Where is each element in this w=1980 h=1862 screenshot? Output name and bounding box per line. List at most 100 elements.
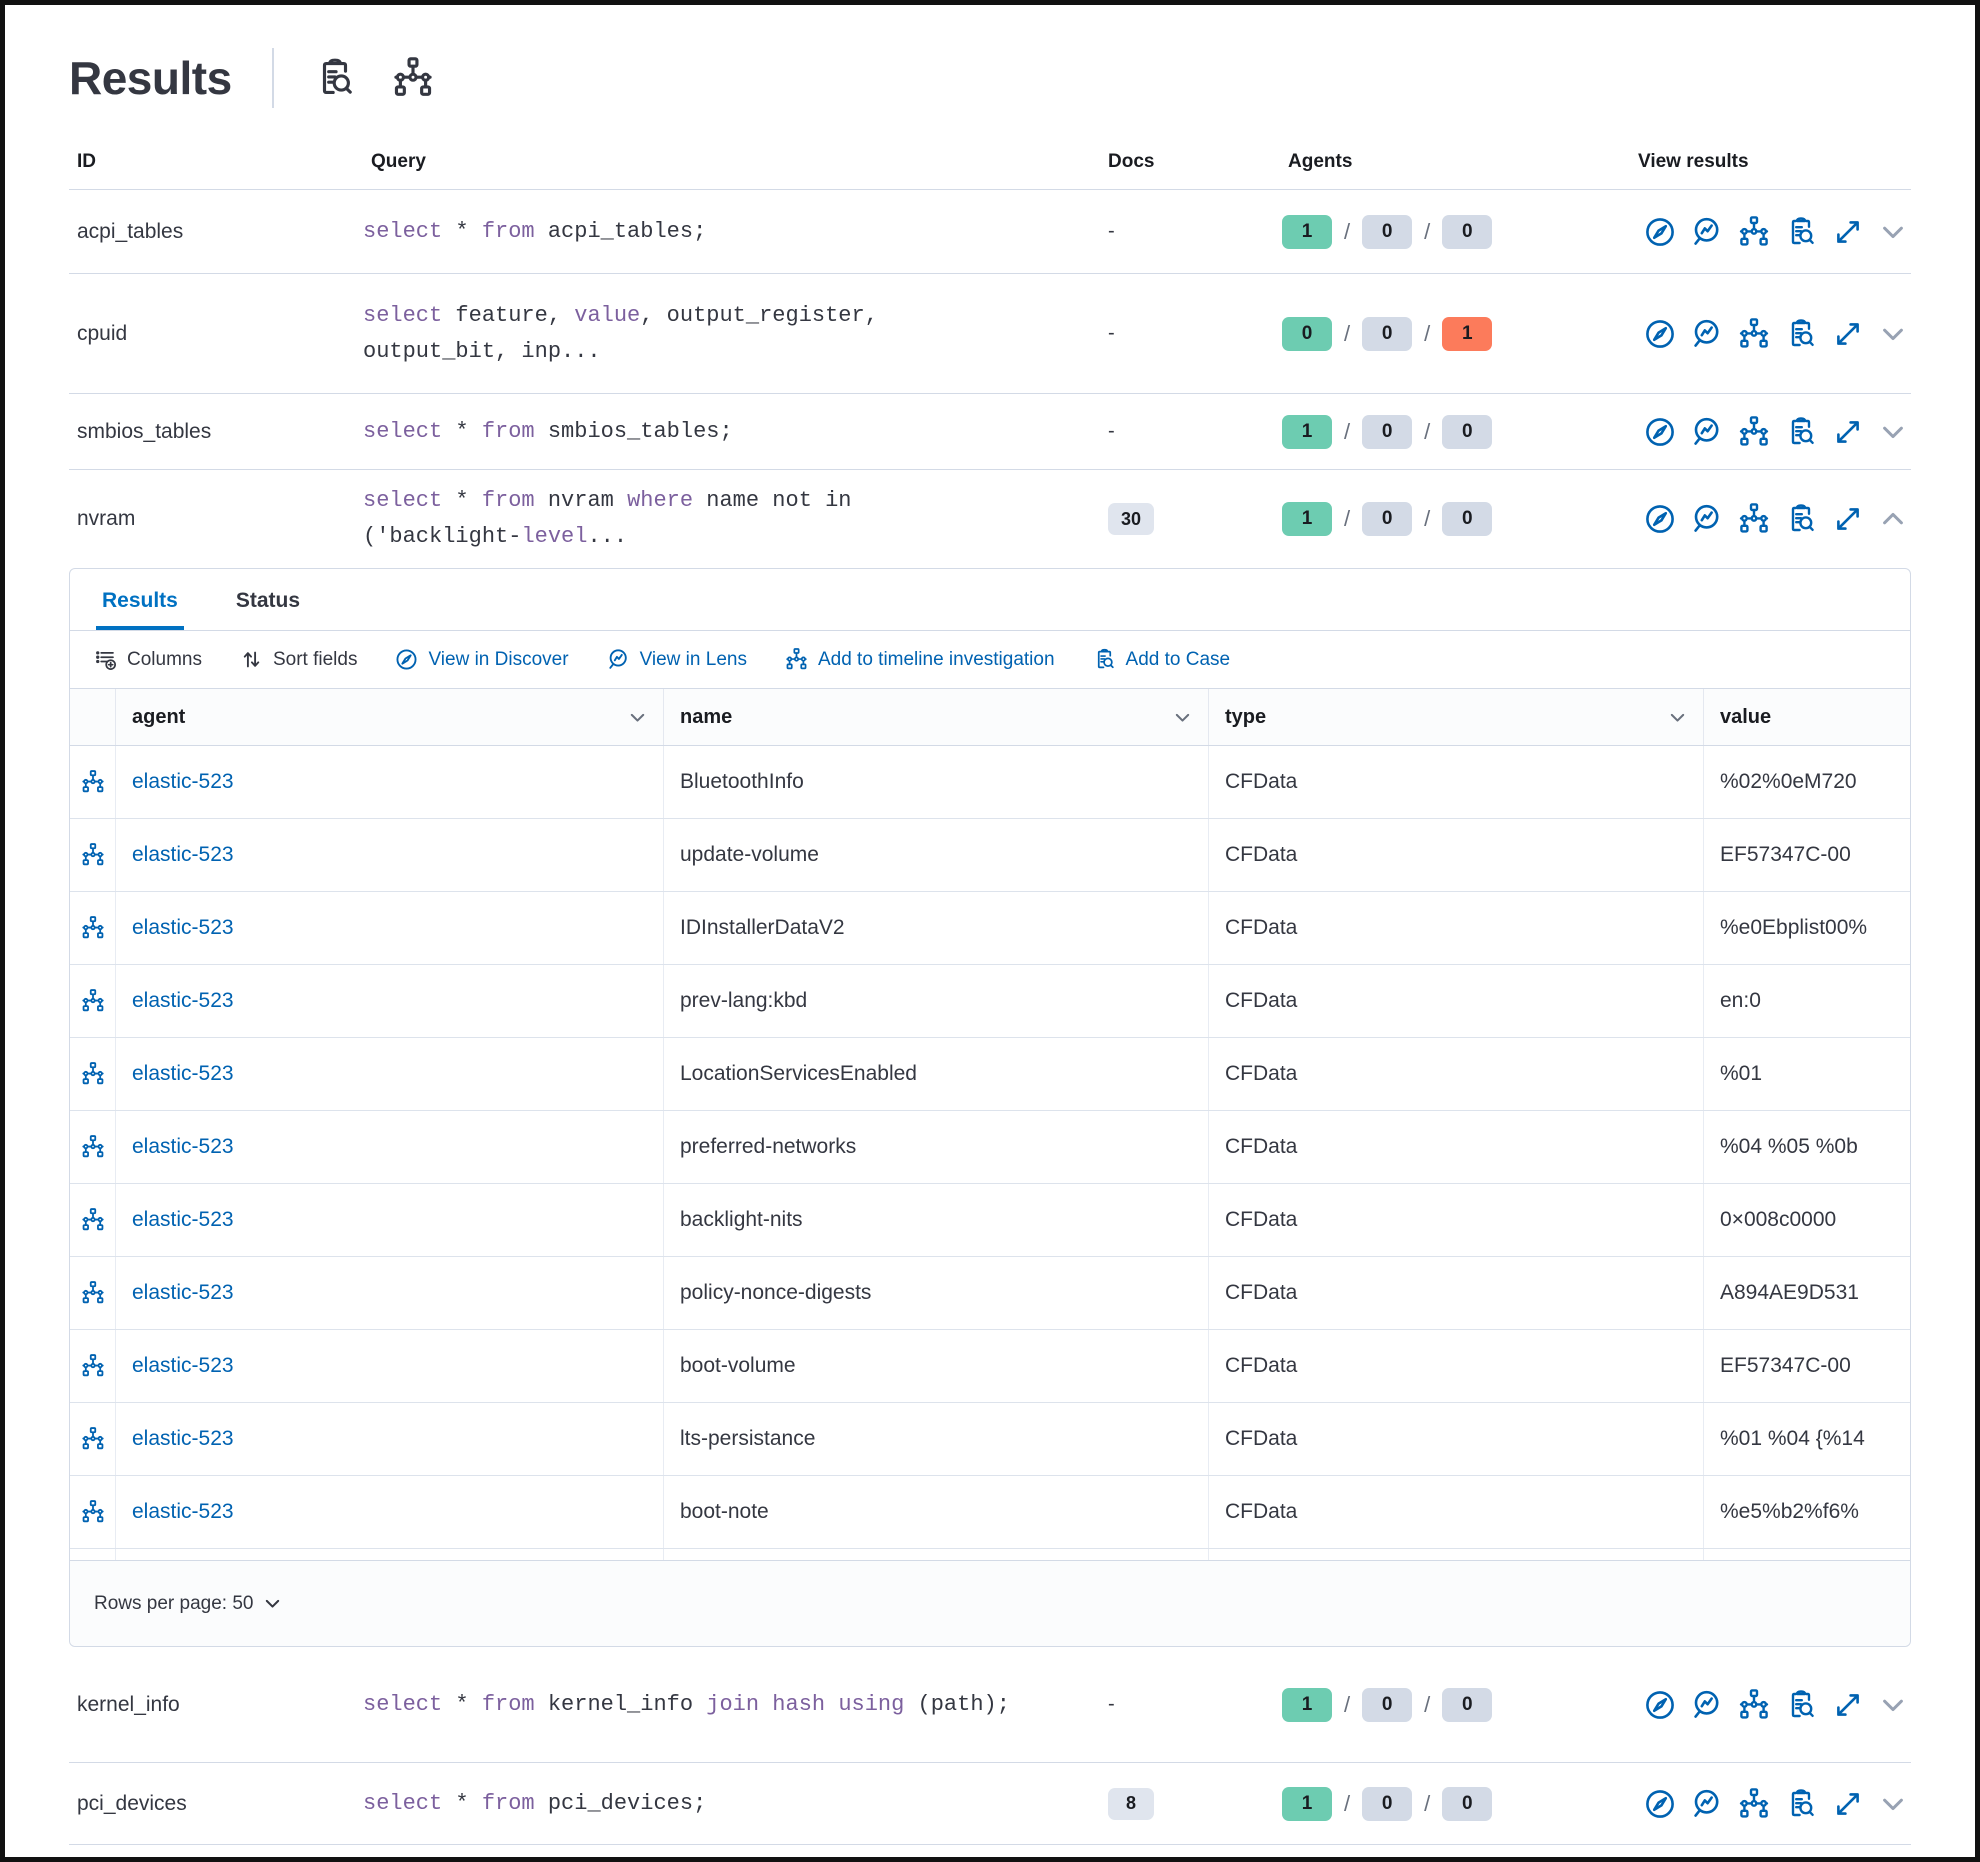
expand-results-icon[interactable] bbox=[1832, 318, 1864, 350]
agents-separator: / bbox=[1344, 1790, 1351, 1816]
expand-row-button[interactable] bbox=[1879, 318, 1907, 350]
chevron-down-icon[interactable] bbox=[1668, 708, 1687, 727]
add-to-case-button[interactable]: Add to Case bbox=[1093, 648, 1230, 671]
inspect-clipboard-search-icon[interactable] bbox=[314, 57, 356, 99]
view-in-lens-button[interactable]: View in Lens bbox=[607, 648, 747, 671]
view-in-lens-icon[interactable] bbox=[1691, 318, 1723, 350]
view-in-discover-icon[interactable] bbox=[1644, 1788, 1676, 1820]
agent-link[interactable]: elastic-523 bbox=[132, 989, 234, 1012]
row-timeline-icon[interactable] bbox=[70, 1184, 116, 1256]
expand-results-icon[interactable] bbox=[1832, 1788, 1864, 1820]
lens-icon bbox=[607, 648, 630, 671]
expand-row-button[interactable] bbox=[1879, 216, 1907, 248]
cell-agent: elastic-523 bbox=[116, 892, 664, 964]
grid-column-header-name[interactable]: name bbox=[664, 689, 1209, 745]
collapse-row-button[interactable] bbox=[1879, 503, 1907, 535]
grid-toolbar: Columns Sort fields View in Discover Vie… bbox=[70, 631, 1910, 689]
add-to-case-icon[interactable] bbox=[1785, 1788, 1817, 1820]
grid-column-header-value[interactable]: value bbox=[1720, 705, 1772, 728]
agent-link[interactable]: elastic-523 bbox=[132, 1062, 234, 1085]
cell-type: CFData bbox=[1209, 1257, 1704, 1329]
row-timeline-icon[interactable] bbox=[70, 1257, 116, 1329]
add-to-timeline-icon[interactable] bbox=[1738, 1788, 1770, 1820]
agent-link[interactable]: elastic-523 bbox=[132, 770, 234, 793]
agents-neutral-badge: 0 bbox=[1362, 414, 1413, 449]
expand-results-icon[interactable] bbox=[1832, 416, 1864, 448]
tab-results[interactable]: Results bbox=[96, 569, 184, 630]
agent-link[interactable]: elastic-523 bbox=[132, 1281, 234, 1304]
agent-link[interactable]: elastic-523 bbox=[132, 916, 234, 939]
columns-button[interactable]: Columns bbox=[94, 648, 202, 671]
cell-type: CFData bbox=[1209, 1038, 1704, 1110]
row-timeline-icon[interactable] bbox=[70, 819, 116, 891]
row-timeline-icon[interactable] bbox=[70, 746, 116, 818]
expand-results-icon[interactable] bbox=[1832, 216, 1864, 248]
cell-name: lts-persistance bbox=[664, 1403, 1209, 1475]
docs-count: - bbox=[1108, 1693, 1115, 1715]
row-timeline-icon[interactable] bbox=[70, 1330, 116, 1402]
add-to-case-icon[interactable] bbox=[1785, 318, 1817, 350]
add-to-timeline-icon[interactable] bbox=[1738, 503, 1770, 535]
row-timeline-icon[interactable] bbox=[70, 892, 116, 964]
view-in-discover-icon[interactable] bbox=[1644, 416, 1676, 448]
query-sql: select * from kernel_info join hash usin… bbox=[363, 1691, 1010, 1717]
row-timeline-icon[interactable] bbox=[70, 1111, 116, 1183]
grid-column-header-type[interactable]: type bbox=[1209, 689, 1704, 745]
row-timeline-icon[interactable] bbox=[70, 1038, 116, 1110]
agents-neutral-badge: 0 bbox=[1362, 1786, 1413, 1821]
add-to-case-icon[interactable] bbox=[1785, 503, 1817, 535]
add-to-timeline-button[interactable]: Add to timeline investigation bbox=[785, 648, 1055, 671]
agents-status: 0 / 0 / 1 bbox=[1280, 316, 1630, 351]
agents-separator: / bbox=[1424, 218, 1431, 244]
agent-link[interactable]: elastic-523 bbox=[132, 1427, 234, 1450]
add-to-timeline-icon[interactable] bbox=[1738, 416, 1770, 448]
add-to-case-icon[interactable] bbox=[1785, 216, 1817, 248]
agents-status: 1 / 0 / 0 bbox=[1280, 502, 1630, 536]
view-in-discover-icon[interactable] bbox=[1644, 216, 1676, 248]
cell-agent: elastic-523 bbox=[116, 1403, 664, 1475]
expand-results-icon[interactable] bbox=[1832, 1689, 1864, 1721]
query-row-cpuid: cpuid select feature, value, output_regis… bbox=[69, 274, 1911, 394]
view-in-discover-icon[interactable] bbox=[1644, 318, 1676, 350]
agent-link[interactable]: elastic-523 bbox=[132, 1354, 234, 1377]
expand-row-button[interactable] bbox=[1879, 1788, 1907, 1820]
timeline-graph-icon[interactable] bbox=[392, 57, 434, 99]
add-to-timeline-icon[interactable] bbox=[1738, 318, 1770, 350]
view-in-lens-icon[interactable] bbox=[1691, 1689, 1723, 1721]
add-to-case-icon[interactable] bbox=[1785, 1689, 1817, 1721]
query-sql: select * from acpi_tables; bbox=[363, 218, 707, 244]
view-in-discover-button[interactable]: View in Discover bbox=[395, 648, 569, 671]
add-to-timeline-icon[interactable] bbox=[1738, 1689, 1770, 1721]
agent-link[interactable]: elastic-523 bbox=[132, 1135, 234, 1158]
agent-link[interactable]: elastic-523 bbox=[132, 1500, 234, 1523]
row-timeline-icon[interactable] bbox=[70, 965, 116, 1037]
agents-separator: / bbox=[1424, 1790, 1431, 1816]
view-in-lens-icon[interactable] bbox=[1691, 1788, 1723, 1820]
row-timeline-icon[interactable] bbox=[70, 1476, 116, 1548]
view-in-discover-icon[interactable] bbox=[1644, 1689, 1676, 1721]
sort-fields-button[interactable]: Sort fields bbox=[240, 648, 357, 671]
view-in-lens-icon[interactable] bbox=[1691, 503, 1723, 535]
agents-separator: / bbox=[1344, 320, 1351, 346]
chevron-down-icon[interactable] bbox=[628, 708, 647, 727]
add-to-case-icon[interactable] bbox=[1785, 416, 1817, 448]
expand-row-button[interactable] bbox=[1879, 1689, 1907, 1721]
expand-row-button[interactable] bbox=[1879, 416, 1907, 448]
agents-neutral-badge: 0 bbox=[1362, 316, 1413, 351]
cell-name: BluetoothInfo bbox=[664, 746, 1209, 818]
view-in-lens-icon[interactable] bbox=[1691, 216, 1723, 248]
agent-link[interactable]: elastic-523 bbox=[132, 843, 234, 866]
row-timeline-icon[interactable] bbox=[70, 1403, 116, 1475]
agents-separator: / bbox=[1424, 418, 1431, 444]
view-results-actions bbox=[1630, 1689, 1911, 1721]
tab-status[interactable]: Status bbox=[235, 589, 301, 612]
expand-results-icon[interactable] bbox=[1832, 503, 1864, 535]
column-header-view-results: View results bbox=[1638, 151, 1749, 172]
grid-column-header-agent[interactable]: agent bbox=[116, 689, 664, 745]
rows-per-page-button[interactable]: Rows per page: 50 bbox=[94, 1593, 282, 1615]
chevron-down-icon[interactable] bbox=[1173, 708, 1192, 727]
view-in-discover-icon[interactable] bbox=[1644, 503, 1676, 535]
add-to-timeline-icon[interactable] bbox=[1738, 216, 1770, 248]
view-in-lens-icon[interactable] bbox=[1691, 416, 1723, 448]
agent-link[interactable]: elastic-523 bbox=[132, 1208, 234, 1231]
